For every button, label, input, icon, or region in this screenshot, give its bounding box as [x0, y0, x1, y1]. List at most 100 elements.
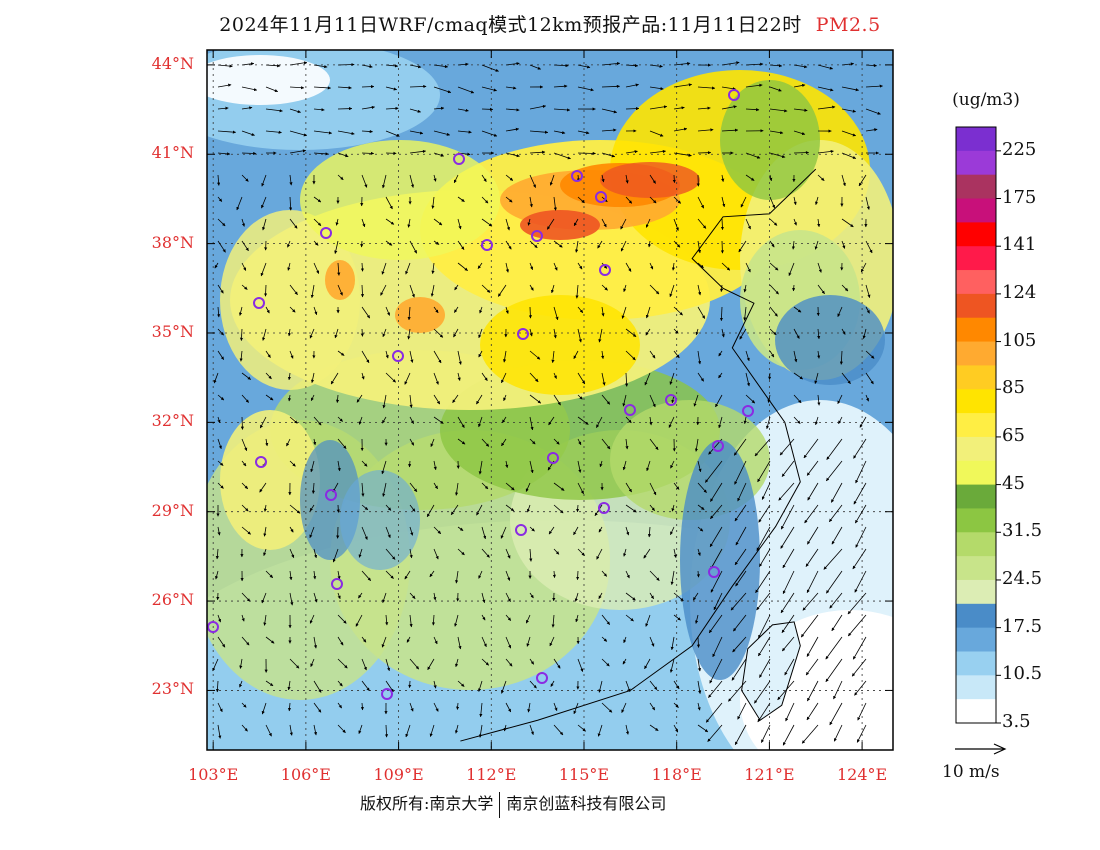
wind-arrow — [743, 284, 747, 293]
wind-arrow — [553, 504, 564, 514]
wind-arrow — [768, 372, 772, 380]
wind-arrow — [409, 548, 413, 559]
city-station-marker — [624, 404, 636, 416]
lat-label: 32°N — [151, 411, 194, 431]
wind-arrow — [841, 174, 846, 187]
wind-arrow — [381, 416, 387, 424]
colorbar-label: 24.5 — [1002, 567, 1043, 589]
wind-arrow — [719, 306, 724, 322]
wind-arrow — [670, 460, 675, 469]
wind-arrow — [457, 350, 462, 365]
wind-arrow — [645, 328, 651, 336]
wind-arrow — [409, 84, 427, 89]
wind-arrow — [503, 350, 507, 363]
wind-arrow — [289, 86, 305, 90]
wind-arrow — [841, 62, 855, 66]
wind-arrow — [620, 218, 627, 230]
wind-arrow — [625, 592, 636, 601]
wind-arrow — [710, 548, 723, 570]
wind-arrow — [777, 680, 795, 701]
wind-arrow — [815, 196, 819, 206]
wind-arrow — [697, 702, 701, 711]
wind-arrow — [241, 62, 255, 66]
wind-arrow — [241, 151, 257, 156]
wind-arrow — [433, 64, 449, 69]
wind-arrow — [793, 416, 801, 424]
wind-arrow — [361, 350, 370, 364]
wind-arrow — [289, 526, 294, 533]
wind-arrow — [673, 548, 677, 559]
wind-arrow — [732, 636, 747, 653]
wind-arrow — [527, 218, 531, 226]
wind-arrow — [673, 240, 681, 248]
wind-arrow — [573, 218, 579, 227]
wind-arrow — [457, 218, 462, 230]
lat-label: 35°N — [151, 321, 194, 341]
wind-arrow — [807, 482, 819, 501]
wind-arrow — [381, 262, 387, 275]
wind-arrow — [409, 108, 421, 113]
lat-label: 41°N — [151, 143, 194, 163]
wind-arrow — [433, 416, 444, 424]
wind-arrow — [806, 460, 819, 476]
colorbar-swatch — [956, 341, 996, 366]
wind-arrow — [720, 218, 725, 231]
wind-arrow — [577, 328, 582, 343]
wind-arrow — [553, 482, 565, 491]
wind-arrow — [457, 108, 469, 112]
wind-arrow — [265, 438, 269, 447]
wind-arrow — [769, 64, 783, 68]
wind-arrow — [620, 240, 627, 252]
wind-arrow — [673, 328, 679, 334]
wind-arrow — [433, 526, 442, 535]
wind-arrow — [408, 460, 412, 468]
wind-arrow — [622, 394, 627, 407]
wind-arrow — [577, 151, 596, 156]
wind-arrow — [761, 482, 771, 500]
wind-arrow — [361, 482, 365, 497]
wind-arrow — [481, 592, 486, 604]
wind-arrow — [407, 218, 411, 228]
wind-arrow — [526, 636, 531, 647]
wind-arrow — [289, 570, 293, 581]
wind-arrow — [241, 130, 255, 136]
wind-arrow — [287, 240, 291, 248]
wind-arrow — [241, 218, 245, 227]
colorbar-label: 10.5 — [1002, 663, 1043, 685]
wind-arrow — [505, 636, 512, 649]
wind-arrow — [793, 64, 808, 69]
wind-arrow — [313, 724, 318, 736]
wind-arrow — [241, 438, 248, 452]
wind-arrow — [673, 61, 691, 66]
wind-arrow — [673, 592, 684, 602]
wind-arrow — [649, 570, 660, 581]
wind-arrow — [409, 149, 427, 154]
wind-arrow — [313, 592, 318, 603]
wind-arrow — [429, 724, 435, 737]
wind-arrow — [598, 680, 603, 693]
wind-arrow — [715, 394, 723, 408]
wind-arrow — [625, 107, 640, 111]
wind-arrow — [433, 702, 439, 712]
wind-arrow — [241, 372, 251, 380]
wind-arrow — [852, 548, 867, 570]
wind-arrow — [313, 438, 317, 446]
wind-arrow — [765, 416, 771, 430]
wind-arrow — [385, 106, 399, 111]
wind-arrow — [361, 64, 373, 69]
wind-arrow — [738, 240, 747, 253]
wind-arrow — [854, 504, 867, 524]
wind-arrow — [527, 702, 531, 713]
wind-arrow — [433, 350, 442, 364]
wind-arrow — [481, 482, 489, 490]
wind-arrow — [668, 416, 675, 428]
wind-arrow — [817, 105, 836, 110]
wind-arrow — [337, 702, 343, 709]
wind-arrow — [385, 658, 391, 672]
wind-arrow — [529, 262, 534, 271]
wind-arrow — [737, 702, 747, 720]
copyright-owner: 版权所有:南京大学 — [360, 794, 494, 813]
wind-arrow — [625, 64, 639, 68]
wind-arrow — [623, 284, 627, 293]
wind-arrow — [577, 460, 582, 473]
